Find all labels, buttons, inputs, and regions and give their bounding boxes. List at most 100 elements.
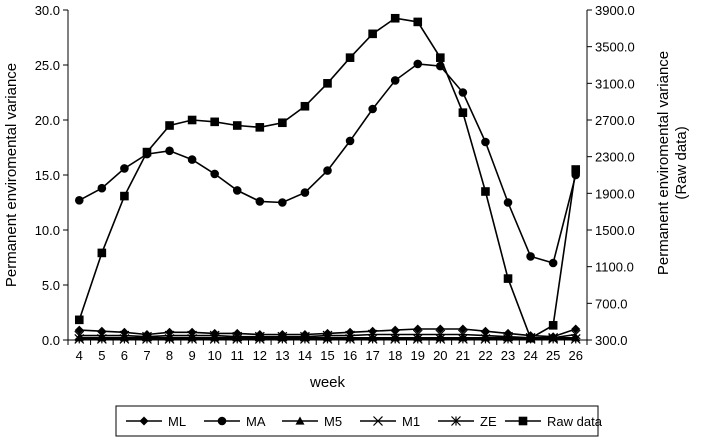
x-tick-label: 5 xyxy=(98,348,105,363)
left-tick-label: 15.0 xyxy=(35,168,60,183)
x-tick-label: 7 xyxy=(143,348,150,363)
point-ze xyxy=(457,333,468,344)
point-ml xyxy=(435,324,445,334)
left-tick-label: 25.0 xyxy=(35,58,60,73)
point-ma xyxy=(255,197,265,206)
x-tick-label: 10 xyxy=(207,348,221,363)
point-raw-data xyxy=(503,274,513,283)
right-tick-label: 3100.0 xyxy=(595,76,635,91)
point-ze xyxy=(367,333,378,344)
point-ze xyxy=(570,333,581,344)
point-raw-data xyxy=(571,165,581,174)
legend-marker-ml xyxy=(139,416,149,426)
legend-label-ma: MA xyxy=(246,414,266,429)
x-tick-label: 24 xyxy=(523,348,537,363)
point-ml xyxy=(368,326,378,336)
point-ze xyxy=(435,333,446,344)
point-raw-data xyxy=(187,115,197,125)
left-tick-label: 5.0 xyxy=(42,278,60,293)
point-ma xyxy=(526,252,535,261)
point-ze xyxy=(119,333,130,344)
right-tick-label: 300.0 xyxy=(595,333,628,348)
point-raw-data xyxy=(413,17,423,27)
point-ml xyxy=(187,327,197,337)
point-raw-data xyxy=(232,121,242,130)
series-line-ma xyxy=(78,63,577,265)
point-ma xyxy=(210,169,219,179)
point-ml xyxy=(119,327,129,337)
point-raw-data xyxy=(97,248,107,258)
point-raw-data xyxy=(120,191,129,201)
x-tick-label: 19 xyxy=(411,348,425,363)
legend: ML MA M5 M1 ZE Raw data xyxy=(115,405,603,437)
point-ml xyxy=(390,325,400,335)
x-tick-label: 22 xyxy=(478,348,492,363)
point-ze xyxy=(412,333,423,344)
point-ma xyxy=(413,59,423,69)
x-tick-label: 11 xyxy=(230,348,244,363)
x-tick-label: 12 xyxy=(253,348,267,363)
point-raw-data xyxy=(526,333,535,343)
point-ze xyxy=(74,333,85,344)
point-ml xyxy=(413,324,423,334)
x-axis-label: week xyxy=(309,374,346,391)
point-ma xyxy=(458,88,468,97)
point-ze xyxy=(345,333,355,344)
point-ze xyxy=(209,333,220,344)
point-ml xyxy=(458,324,468,334)
point-ze xyxy=(142,333,152,344)
x-tick-label: 15 xyxy=(320,348,334,363)
legend-label-m1: M1 xyxy=(402,414,420,429)
y-axis-left-label: Permanent enviromental variance xyxy=(3,63,20,287)
series-line-raw-data xyxy=(78,17,577,340)
point-raw-data xyxy=(458,108,468,117)
right-tick-label: 1100.0 xyxy=(595,260,634,275)
point-ma xyxy=(74,196,84,205)
point-ze xyxy=(164,333,175,344)
point-raw-data xyxy=(323,79,332,88)
point-ze xyxy=(322,333,333,344)
right-tick-label: 2300.0 xyxy=(595,150,635,165)
right-tick-label: 1500.0 xyxy=(595,223,635,238)
left-tick-label: 0.0 xyxy=(42,333,60,348)
point-ma xyxy=(232,186,242,195)
x-tick-label: 25 xyxy=(546,348,560,363)
legend-label-ml: ML xyxy=(168,414,186,429)
x-tick-label: 4 xyxy=(76,348,83,363)
point-ze xyxy=(480,333,491,344)
right-tick-label: 3900.0 xyxy=(595,3,635,18)
right-tick-label: 3500.0 xyxy=(595,40,635,55)
point-ml xyxy=(571,324,581,334)
y-axis-right-label: (Raw data) xyxy=(673,126,690,199)
point-raw-data xyxy=(74,315,84,325)
x-tick-label: 9 xyxy=(188,348,195,363)
point-raw-data xyxy=(278,118,287,128)
point-raw-data xyxy=(345,53,355,62)
point-raw-data xyxy=(436,53,445,62)
legend-marker-m5 xyxy=(295,416,305,425)
point-ma xyxy=(323,166,332,175)
point-raw-data xyxy=(142,147,152,157)
point-raw-data xyxy=(210,117,219,127)
point-ma xyxy=(97,183,107,193)
legend-label-raw-data: Raw data xyxy=(547,414,603,429)
point-ma xyxy=(300,188,310,197)
series-lines xyxy=(78,17,577,340)
x-tick-label: 21 xyxy=(456,348,470,363)
point-ma xyxy=(165,146,174,156)
legend-label-ze: ZE xyxy=(480,414,497,429)
point-ma xyxy=(278,198,287,207)
x-tick-label: 18 xyxy=(388,348,402,363)
right-tick-label: 1900.0 xyxy=(595,186,635,201)
point-ze xyxy=(96,333,107,344)
point-ze xyxy=(390,333,401,344)
point-ze xyxy=(232,333,243,344)
point-raw-data xyxy=(165,121,174,130)
x-tick-label: 26 xyxy=(568,348,582,363)
legend-marker-raw-data xyxy=(518,416,528,426)
left-tick-label: 30.0 xyxy=(35,3,60,18)
point-ze xyxy=(548,333,559,344)
x-tick-label: 14 xyxy=(298,348,312,363)
point-ml xyxy=(74,325,84,335)
